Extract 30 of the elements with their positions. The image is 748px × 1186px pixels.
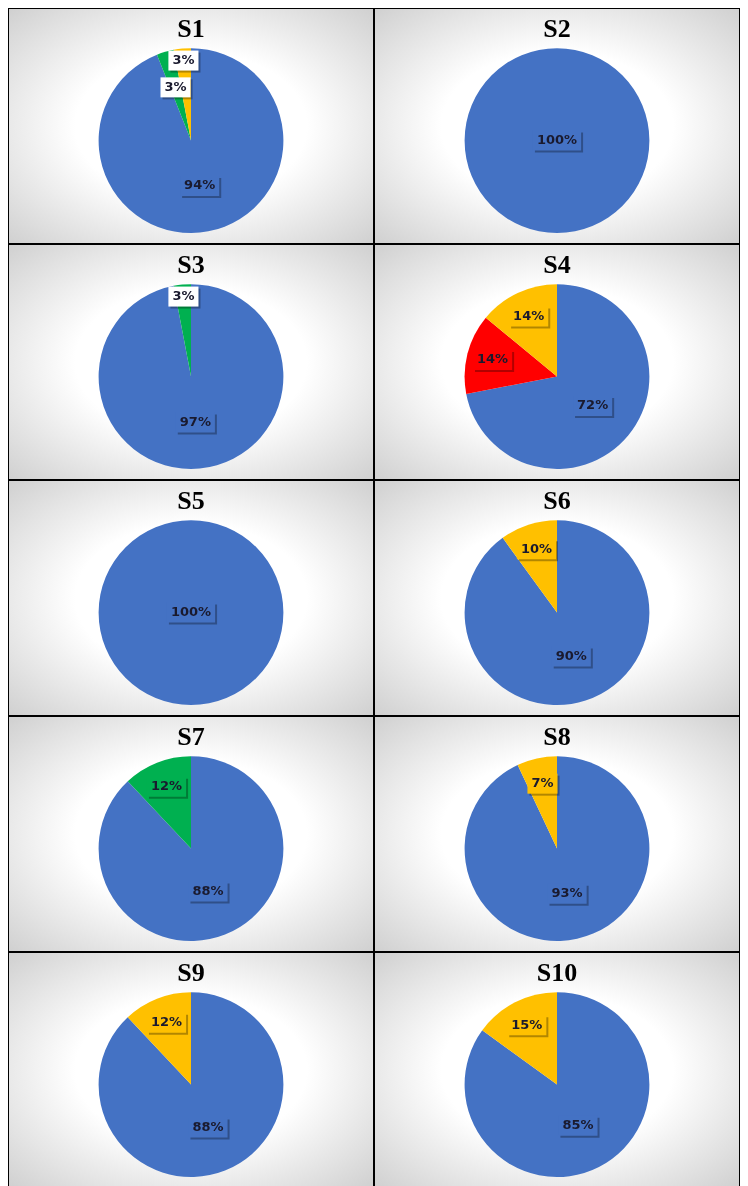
data-label: 100% (170, 603, 212, 619)
chart-title: S9 (177, 958, 205, 988)
chart-title: S2 (543, 14, 571, 44)
chart-title: S5 (177, 486, 205, 516)
data-label: 3% (164, 78, 187, 94)
chart-title: S10 (536, 958, 578, 988)
data-label: 3% (172, 51, 195, 67)
data-label: 94% (184, 177, 216, 193)
data-label: 7% (531, 775, 554, 791)
data-label: 12% (150, 778, 183, 794)
data-label: 14% (477, 351, 509, 367)
data-label: 3% (172, 287, 195, 303)
chart-title: S7 (177, 722, 205, 752)
chart-title: S6 (543, 486, 571, 516)
chart-title: S4 (543, 250, 571, 280)
chart-title: S1 (177, 14, 205, 44)
data-label: 72% (577, 397, 609, 413)
data-label: 100% (536, 131, 578, 147)
chart-title: S3 (177, 250, 205, 280)
data-label: 10% (520, 540, 552, 556)
data-label: 85% (562, 1117, 594, 1133)
chart-title: S8 (543, 722, 571, 752)
data-label: 97% (179, 413, 211, 429)
data-label: 15% (511, 1016, 543, 1032)
data-label: 88% (192, 1118, 224, 1134)
data-label: 12% (150, 1014, 183, 1030)
data-label: 93% (551, 885, 583, 901)
data-label: 90% (555, 647, 587, 663)
data-label: 88% (192, 882, 224, 898)
data-label: 14% (513, 307, 545, 323)
